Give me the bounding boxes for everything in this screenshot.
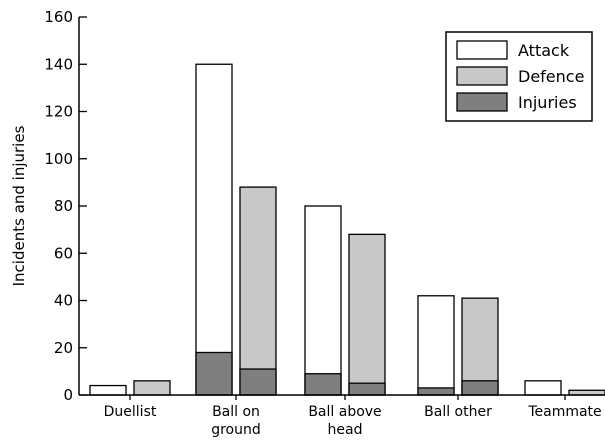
y-tick-label: 80 bbox=[54, 197, 73, 215]
bar-injuries-attack bbox=[417, 387, 455, 396]
bar-defence bbox=[348, 233, 386, 396]
y-tick-label: 160 bbox=[44, 8, 73, 26]
bar-defence bbox=[133, 380, 171, 396]
x-tick-label: Ball on bbox=[212, 404, 260, 420]
bar-injuries-defence bbox=[461, 380, 499, 396]
bar-attack bbox=[304, 205, 342, 396]
bars-group bbox=[89, 63, 605, 396]
y-tick-label: 0 bbox=[63, 386, 73, 404]
x-tick-label: Ball above bbox=[308, 404, 381, 420]
y-axis-title: Incidents and injuries bbox=[10, 125, 28, 286]
y-tick-label: 20 bbox=[54, 339, 73, 357]
bar-injuries-defence bbox=[348, 382, 386, 396]
x-tick-label: head bbox=[328, 422, 363, 438]
legend-swatch bbox=[456, 40, 508, 60]
y-tick-label: 40 bbox=[54, 292, 73, 310]
bar-attack bbox=[89, 384, 127, 396]
x-tick-label: Ball other bbox=[424, 404, 492, 420]
bar-attack bbox=[195, 63, 233, 396]
bar-attack bbox=[524, 380, 562, 396]
bar-injuries-defence bbox=[239, 368, 277, 396]
bar-injuries-attack bbox=[304, 373, 342, 396]
legend-swatch bbox=[456, 66, 508, 86]
y-tick-label: 120 bbox=[44, 103, 73, 121]
y-tick-label: 100 bbox=[44, 150, 73, 168]
x-tick-label: ground bbox=[211, 422, 261, 438]
bar-injuries-attack bbox=[195, 351, 233, 396]
x-tick-label: Teammate bbox=[527, 404, 601, 420]
y-tick-label: 140 bbox=[44, 55, 73, 73]
bar-defence bbox=[461, 297, 499, 396]
bar-attack bbox=[417, 295, 455, 396]
legend-label: Defence bbox=[518, 67, 584, 86]
axes-group: Duellist Ball on ground Ball above head Ball … bbox=[10, 8, 605, 438]
y-tick-label: 60 bbox=[54, 244, 73, 262]
x-tick-label: Duellist bbox=[104, 404, 157, 420]
bar-defence bbox=[239, 186, 277, 396]
legend: Attack Defence Injuries bbox=[445, 31, 593, 122]
legend-label: Attack bbox=[518, 41, 570, 60]
legend-label: Injuries bbox=[518, 93, 577, 112]
legend-swatch bbox=[456, 92, 508, 112]
